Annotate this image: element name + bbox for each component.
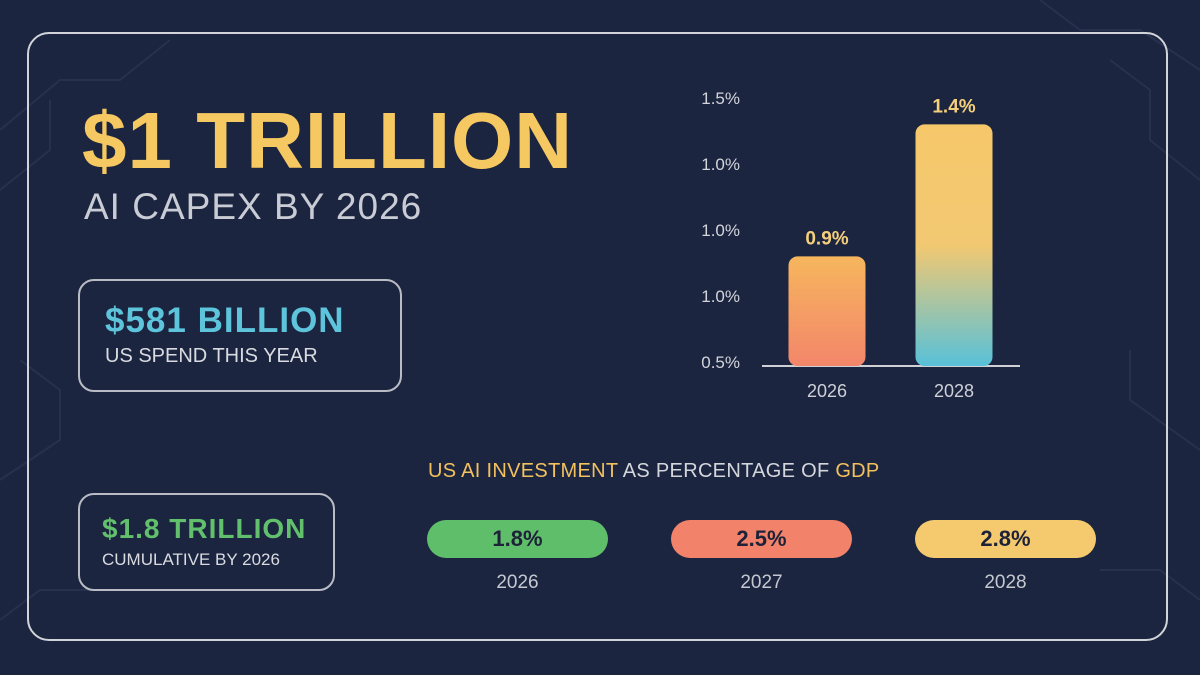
gdp-title-part: AS PERCENTAGE OF <box>618 460 836 482</box>
y-tick-label: 1.0% <box>701 287 740 306</box>
y-tick-label: 1.0% <box>701 155 740 174</box>
y-tick-label: 0.5% <box>701 353 740 372</box>
gdp-title-part: US AI INVESTMENT <box>428 460 619 482</box>
stat-box-cumulative: $1.8 TRILLION CUMULATIVE BY 2026 <box>78 493 335 591</box>
stat-label: CUMULATIVE BY 2026 <box>102 550 280 569</box>
y-tick-label: 1.5% <box>701 89 740 108</box>
gdp-year-label: 2026 <box>496 572 539 593</box>
headline-subtitle: AI CAPEX BY 2026 <box>84 186 423 227</box>
capex-bar-chart: 0.5% 1.0% 1.0% 1.0% 1.5% 0.9% 2026 1.4% 2028 <box>701 89 1020 401</box>
bar-2026 <box>788 256 866 366</box>
gdp-pill-2026: 1.8% <box>427 520 608 558</box>
x-tick-label: 2028 <box>934 381 974 401</box>
gdp-year-label: 2028 <box>984 572 1027 593</box>
stat-box-us-spend: $581 BILLION US SPEND THIS YEAR <box>78 279 402 392</box>
x-tick-label: 2026 <box>807 381 847 401</box>
gdp-section-title: US AI INVESTMENT AS PERCENTAGE OF GDP <box>428 460 880 483</box>
data-label-2026: 0.9% <box>805 228 848 249</box>
data-label-2028: 1.4% <box>932 96 975 117</box>
stat-value: $1.8 TRILLION <box>102 513 307 544</box>
stat-label: US SPEND THIS YEAR <box>105 345 318 367</box>
y-tick-label: 1.0% <box>701 221 740 240</box>
gdp-title-part: GDP <box>835 460 880 482</box>
gdp-year-label: 2027 <box>740 572 783 593</box>
gdp-pill-2028: 2.8% <box>915 520 1096 558</box>
card-frame <box>27 32 1168 641</box>
headline-amount: $1 TRILLION <box>82 96 574 185</box>
gdp-pill-2027: 2.5% <box>671 520 852 558</box>
bar-2028 <box>915 124 993 367</box>
stat-value: $581 BILLION <box>105 301 345 340</box>
